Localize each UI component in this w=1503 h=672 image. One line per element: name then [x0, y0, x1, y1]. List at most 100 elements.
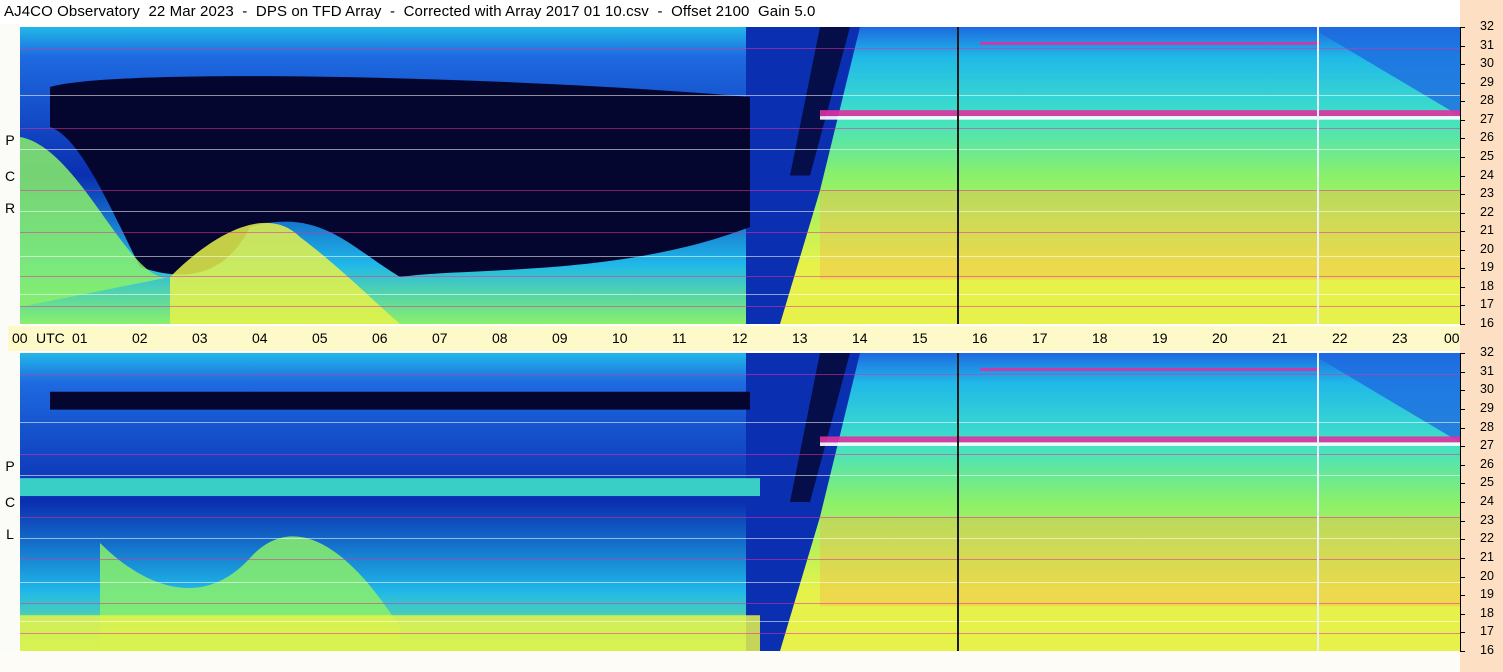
frequency-tick: [1460, 595, 1465, 596]
frequency-tick-label: 28: [1480, 93, 1494, 107]
frequency-tick: [1460, 651, 1465, 652]
frequency-tick-label: 18: [1480, 279, 1494, 293]
frequency-tick-label: 22: [1480, 531, 1494, 545]
frequency-tick-label: 28: [1480, 420, 1494, 434]
frequency-tick: [1460, 46, 1465, 47]
rcp-spectral-line: [20, 232, 1460, 233]
lcp-spectral-line: [20, 374, 1460, 375]
utc-tick-label: 03: [192, 330, 208, 346]
utc-tick-label: 09: [552, 330, 568, 346]
top-panel-letter-r: R: [4, 200, 16, 216]
bottom-panel-letter-l: L: [6, 526, 14, 542]
rcp-night-dark-region: [50, 76, 750, 277]
frequency-tick-label: 23: [1480, 186, 1494, 200]
frequency-tick-label: 22: [1480, 205, 1494, 219]
rcp-spectral-line: [20, 95, 1460, 96]
frequency-tick-label: 17: [1480, 624, 1494, 638]
lcp-night-dark-band: [50, 391, 750, 410]
frequency-tick: [1460, 64, 1465, 65]
lcp-spectral-line: [20, 603, 1460, 604]
rcp-gap-line-2: [1317, 27, 1319, 324]
frequency-tick-label: 26: [1480, 457, 1494, 471]
frequency-tick: [1460, 176, 1465, 177]
rcp-spectral-line: [20, 211, 1460, 212]
rcp-spectral-line: [20, 256, 1460, 257]
frequency-tick-label: 32: [1480, 19, 1494, 33]
frequency-tick: [1460, 101, 1465, 102]
frequency-tick-label: 29: [1480, 401, 1494, 415]
frequency-tick-label: 20: [1480, 242, 1494, 256]
rcp-daytime-orange-zone: [820, 190, 1460, 280]
frequency-tick: [1460, 390, 1465, 391]
frequency-tick: [1460, 27, 1465, 28]
utc-tick-label: 11: [672, 330, 687, 346]
frequency-tick: [1460, 157, 1465, 158]
frequency-tick: [1460, 521, 1465, 522]
frequency-tick: [1460, 483, 1465, 484]
lcp-spectral-line: [20, 475, 1460, 476]
lcp-mid-cyan-band: [20, 478, 760, 497]
rcp-gap-line-1: [957, 27, 959, 324]
frequency-tick: [1460, 324, 1465, 325]
frequency-tick: [1460, 194, 1465, 195]
frequency-tick-label: 32: [1480, 345, 1494, 359]
lcp-sunrise-dark-wedge: [790, 353, 850, 502]
lcp-spectral-line: [20, 454, 1460, 455]
lcp-interference-27mhz-white: [820, 442, 1460, 446]
frequency-tick: [1460, 268, 1465, 269]
utc-tick-label: 22: [1332, 330, 1348, 346]
frequency-tick-label: 25: [1480, 149, 1494, 163]
utc-unit-label: UTC: [36, 330, 65, 346]
rcp-spectral-line: [20, 276, 1460, 277]
lcp-gap-line-1: [957, 353, 959, 651]
rcp-interference-27mhz-white: [820, 116, 1460, 120]
lcp-gap-line-2: [1317, 353, 1319, 651]
rcp-interference-31mhz: [980, 41, 1320, 45]
frequency-axis-line: [1460, 27, 1461, 324]
frequency-tick-label: 27: [1480, 112, 1494, 126]
frequency-tick: [1460, 250, 1465, 251]
lcp-day-region: [760, 353, 1460, 651]
frequency-tick-label: 21: [1480, 223, 1494, 237]
frequency-tick: [1460, 287, 1465, 288]
utc-tick-label: 00: [12, 330, 28, 346]
frequency-tick: [1460, 539, 1465, 540]
frequency-tick: [1460, 558, 1465, 559]
frequency-tick: [1460, 577, 1465, 578]
frequency-tick: [1460, 632, 1465, 633]
utc-tick-label: 17: [1032, 330, 1048, 346]
utc-tick-label: 04: [252, 330, 268, 346]
rcp-spectrogram-panel: [20, 27, 1460, 324]
utc-tick-label: 16: [972, 330, 988, 346]
frequency-tick-label: 30: [1480, 56, 1494, 70]
rcp-hump-emission: [170, 222, 400, 324]
lcp-spectral-line: [20, 621, 1460, 622]
frequency-tick-label: 18: [1480, 606, 1494, 620]
frequency-tick: [1460, 353, 1465, 354]
utc-tick-label: 20: [1212, 330, 1228, 346]
rcp-left-emission: [20, 137, 170, 307]
frequency-tick: [1460, 83, 1465, 84]
utc-tick-label: 10: [612, 330, 628, 346]
bottom-strip: [0, 651, 1460, 672]
lcp-spectral-line: [20, 422, 1460, 423]
bottom-panel-letter-p: P: [5, 458, 15, 474]
utc-tick-label: 13: [792, 330, 808, 346]
frequency-tick: [1460, 138, 1465, 139]
frequency-tick: [1460, 372, 1465, 373]
frequency-tick: [1460, 428, 1465, 429]
frequency-tick-label: 24: [1480, 168, 1494, 182]
frequency-tick: [1460, 120, 1465, 121]
utc-tick-label: 14: [852, 330, 868, 346]
rcp-spectral-line: [20, 149, 1460, 150]
rcp-day-region: [760, 27, 1460, 324]
frequency-tick-label: 29: [1480, 75, 1494, 89]
lcp-daytime-orange-zone: [820, 516, 1460, 607]
frequency-tick: [1460, 231, 1465, 232]
frequency-tick-label: 16: [1480, 643, 1494, 657]
frequency-tick-label: 24: [1480, 494, 1494, 508]
lcp-spectral-line: [20, 559, 1460, 560]
chart-title: AJ4CO Observatory 22 Mar 2023 - DPS on T…: [4, 3, 816, 20]
frequency-tick-label: 31: [1480, 38, 1494, 52]
frequency-tick: [1460, 409, 1465, 410]
